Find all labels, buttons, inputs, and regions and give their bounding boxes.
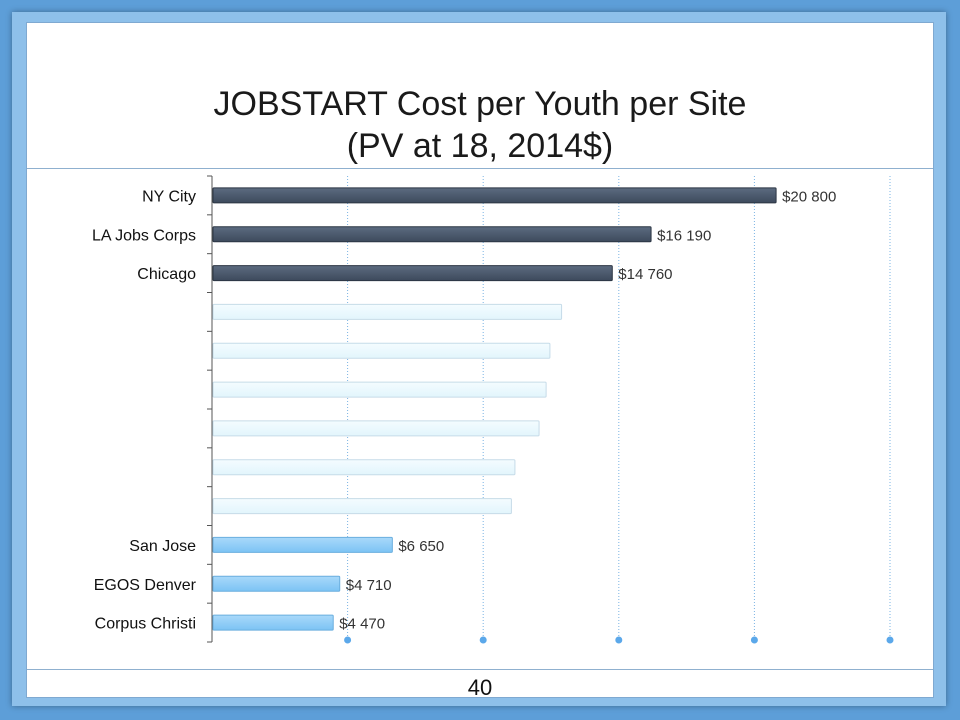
data-label: $14 760 (618, 266, 672, 283)
category-label: LA Jobs Corps (92, 227, 196, 244)
category-label: EGOS Denver (94, 577, 197, 594)
title-divider (27, 168, 933, 169)
page-number: 40 (467, 675, 493, 700)
category-label: NY City (142, 188, 196, 205)
data-label: $4 470 (339, 616, 385, 633)
slide: JOBSTART Cost per Youth per Site (PV at … (26, 22, 934, 700)
bar (212, 381, 547, 398)
slide-title: JOBSTART Cost per Youth per Site (PV at … (27, 83, 933, 167)
data-label: $20 800 (782, 188, 836, 205)
bar (212, 342, 551, 359)
bar (212, 265, 613, 282)
gridline-dot (886, 636, 894, 644)
category-label: San Jose (129, 538, 196, 555)
bar (212, 187, 777, 204)
footer-divider (27, 669, 933, 670)
bar (212, 614, 334, 631)
bar (212, 498, 512, 515)
bar (212, 575, 341, 592)
bar (212, 459, 516, 476)
data-label: $4 710 (346, 577, 392, 594)
bar (212, 420, 540, 437)
gridline-dot (344, 636, 352, 644)
title-line-1: JOBSTART Cost per Youth per Site (213, 85, 747, 123)
gridline-dot (750, 636, 758, 644)
data-label: $6 650 (398, 538, 444, 555)
data-label: $16 190 (657, 227, 711, 244)
category-label: Corpus Christi (95, 616, 196, 633)
bar (212, 303, 563, 320)
gridline-dot (479, 636, 487, 644)
bar (212, 536, 393, 553)
gridline-dot (615, 636, 623, 644)
category-label: Chicago (137, 266, 196, 283)
bar (212, 226, 652, 243)
title-line-2: (PV at 18, 2014$) (346, 127, 614, 165)
